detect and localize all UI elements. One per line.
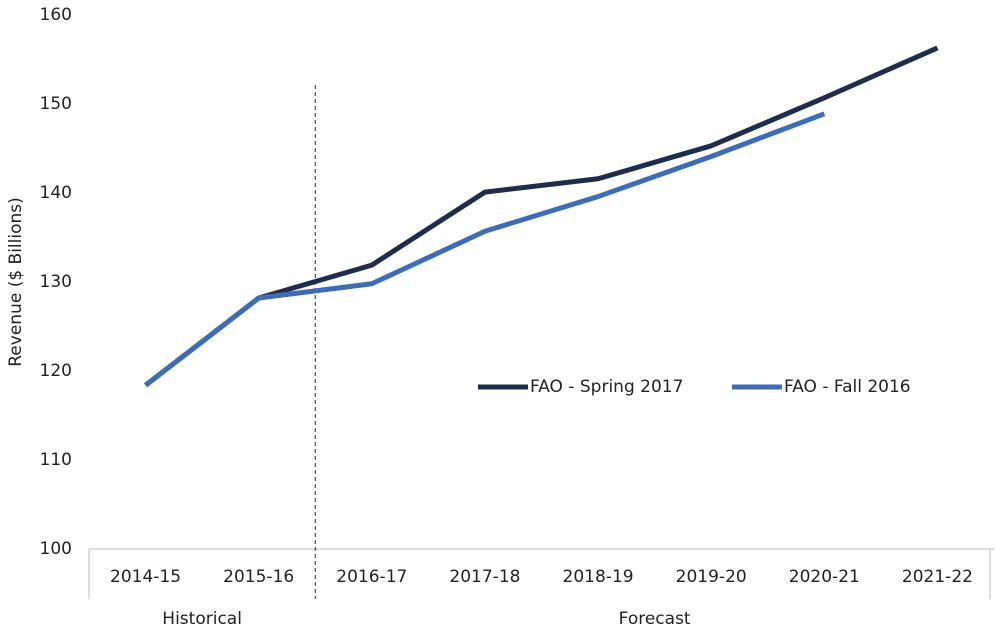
y-tick-label: 150: [40, 94, 72, 114]
y-axis-label: Revenue ($ Billions): [6, 197, 26, 367]
legend-label: FAO - Spring 2017: [530, 377, 683, 397]
x-tick-label: 2017-18: [449, 567, 520, 587]
x-tick-label: 2019-20: [676, 567, 747, 587]
x-tick-label: 2014-15: [110, 567, 181, 587]
series-line: [144, 111, 826, 388]
x-tick-label: 2018-19: [563, 567, 634, 587]
group-label: Historical: [162, 609, 242, 629]
x-tick-label: 2020-21: [789, 567, 860, 587]
legend-label: FAO - Fall 2016: [784, 377, 911, 397]
x-tick-label: 2015-16: [223, 567, 294, 587]
y-tick-label: 140: [40, 183, 72, 203]
x-tick-label: 2016-17: [336, 567, 407, 587]
y-tick-label: 160: [40, 5, 72, 25]
y-tick-label: 130: [40, 272, 72, 292]
x-tick-label: 2021-22: [902, 567, 973, 587]
y-tick-label: 100: [40, 539, 72, 559]
y-tick-label: 120: [40, 361, 72, 381]
y-tick-label: 110: [40, 450, 72, 470]
series-line: [144, 45, 939, 388]
group-label: Forecast: [619, 609, 691, 629]
